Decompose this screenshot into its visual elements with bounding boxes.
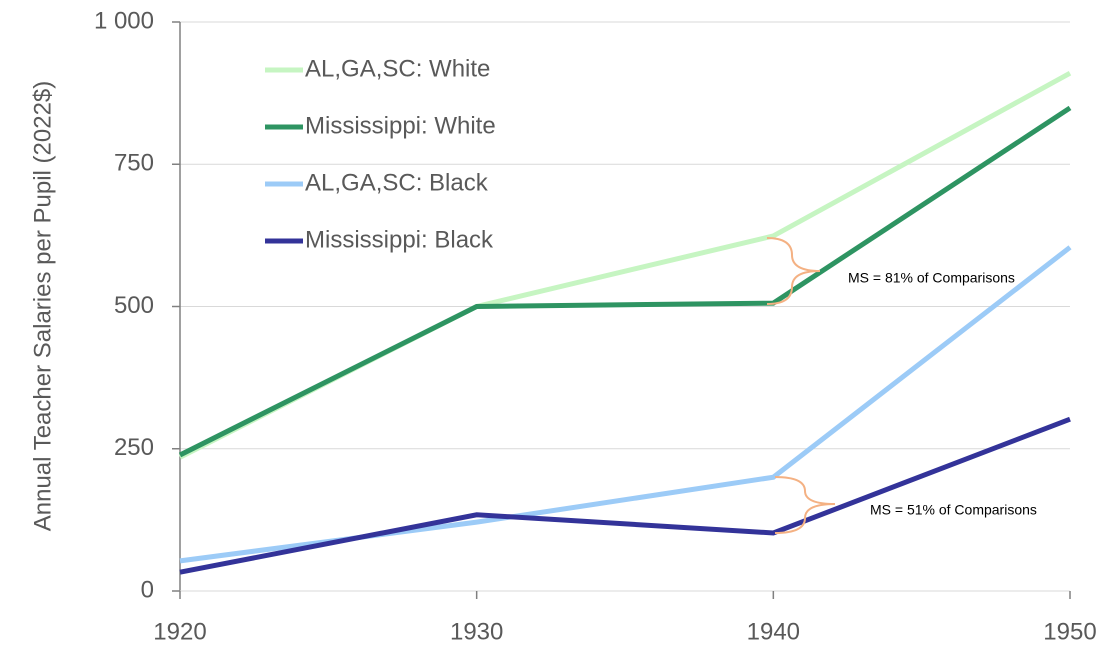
y-tick-label: 0 bbox=[141, 576, 154, 603]
legend-label: Mississippi: White bbox=[305, 112, 496, 139]
x-tick-label: 1950 bbox=[1043, 618, 1096, 645]
y-tick-label: 750 bbox=[114, 150, 154, 177]
brace bbox=[774, 476, 836, 534]
x-tick-label: 1920 bbox=[153, 618, 206, 645]
annotation: MS = 51% of Comparisons bbox=[870, 502, 1037, 518]
legend-label: AL,GA,SC: White bbox=[305, 55, 490, 82]
series-line bbox=[178, 105, 1072, 458]
series-line bbox=[179, 416, 1071, 575]
y-tick-label: 250 bbox=[114, 434, 154, 461]
y-axis-label: Annual Teacher Salaries per Pupil (2022$… bbox=[29, 81, 56, 532]
annotation: MS = 81% of Comparisons bbox=[848, 270, 1015, 286]
x-tick-label: 1940 bbox=[747, 618, 800, 645]
brace bbox=[766, 237, 821, 305]
plot: 0 250 500 750 1 000 1920 1930 1940 1950 AL,GA,SC:… bbox=[94, 7, 1097, 645]
y-tick-label: 500 bbox=[114, 292, 154, 319]
legend-label: AL,GA,SC: Black bbox=[305, 169, 489, 196]
legend-label: Mississippi: Black bbox=[305, 226, 494, 253]
x-tick-label: 1930 bbox=[450, 618, 503, 645]
y-tick-label: 1 000 bbox=[94, 7, 154, 34]
